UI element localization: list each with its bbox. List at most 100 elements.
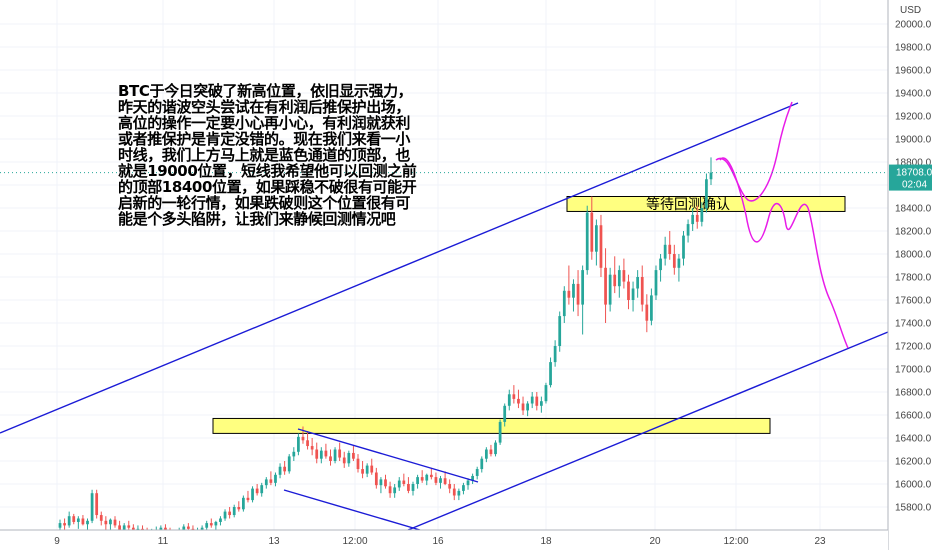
zone-1 bbox=[212, 417, 771, 434]
candle-body-66 bbox=[361, 469, 364, 474]
candle-body-138 bbox=[691, 214, 695, 225]
candle-body-85 bbox=[448, 484, 452, 489]
candle-body-123 bbox=[622, 270, 626, 282]
candle-body-47 bbox=[274, 474, 277, 483]
candle-body-46 bbox=[269, 479, 273, 483]
candle-body-50 bbox=[287, 456, 291, 472]
price-axis[interactable]: USD 15800.0 16000.0 16200.0 16400.0 16600.0 16… bbox=[887, 0, 932, 550]
candle-body-8 bbox=[95, 493, 99, 516]
trend-drawings bbox=[0, 101, 889, 531]
candle-body-28 bbox=[186, 526, 190, 529]
candle-body-119 bbox=[604, 267, 607, 305]
candle-body-65 bbox=[356, 458, 360, 470]
candle-body-87 bbox=[457, 490, 461, 496]
candle-body-137 bbox=[686, 224, 690, 236]
candle-body-56 bbox=[315, 449, 319, 459]
candle-body-9 bbox=[99, 515, 103, 521]
candle-body-74 bbox=[397, 480, 401, 488]
candle-body-15 bbox=[127, 525, 131, 528]
candle-body-73 bbox=[393, 487, 397, 494]
candle-body-33 bbox=[209, 523, 213, 526]
price-tick-label-13: 18400.0 bbox=[895, 204, 932, 215]
candle-body-136 bbox=[682, 235, 685, 259]
candle-body-36 bbox=[223, 511, 227, 519]
candle-body-114 bbox=[581, 270, 585, 305]
price-tick-label-6: 17000.0 bbox=[895, 365, 932, 376]
candle-body-117 bbox=[595, 225, 598, 252]
channel-top-line bbox=[0, 102, 799, 434]
candle-body-6 bbox=[86, 520, 89, 525]
candle-body-131 bbox=[659, 258, 662, 271]
candle-body-83 bbox=[439, 478, 442, 483]
candle-body-53 bbox=[301, 436, 305, 441]
candle-body-80 bbox=[425, 474, 429, 481]
candle-body-141 bbox=[705, 179, 708, 208]
candle-body-13 bbox=[118, 525, 121, 530]
time-axis-bg bbox=[0, 530, 888, 550]
candle-body-108 bbox=[553, 346, 557, 363]
time-tick-label-6: 20 bbox=[649, 536, 661, 547]
candle-body-43 bbox=[255, 488, 259, 494]
price-tick-label-9: 17600.0 bbox=[895, 296, 932, 307]
candle-body-4 bbox=[76, 518, 80, 522]
candle-body-22 bbox=[159, 527, 163, 530]
candle-body-45 bbox=[264, 479, 268, 486]
time-axis[interactable]: 9 11 13 12:00 16 18 20 12:00 23 bbox=[0, 529, 888, 550]
wedge-upper-line bbox=[297, 428, 479, 483]
grid bbox=[0, 0, 888, 530]
candle-body-129 bbox=[650, 295, 653, 321]
candle-body-133 bbox=[668, 244, 672, 254]
candle-body-59 bbox=[329, 456, 332, 461]
candle-body-113 bbox=[576, 283, 580, 305]
candle-body-38 bbox=[232, 507, 236, 516]
candle-body-86 bbox=[452, 488, 456, 496]
price-tick-label-10: 17800.0 bbox=[895, 273, 932, 284]
candle-body-0 bbox=[58, 523, 62, 528]
candle-body-84 bbox=[443, 478, 447, 484]
time-tick-label-3: 12:00 bbox=[342, 536, 367, 547]
candle-body-69 bbox=[374, 472, 378, 486]
candle-body-35 bbox=[219, 518, 222, 522]
time-tick-label-0: 9 bbox=[54, 536, 60, 547]
projection-up-path bbox=[715, 101, 793, 202]
candle-body-39 bbox=[237, 507, 241, 510]
candle-body-67 bbox=[365, 465, 369, 474]
candle-body-62 bbox=[342, 457, 346, 464]
time-tick-label-8: 23 bbox=[814, 536, 826, 547]
candle-body-3 bbox=[72, 516, 76, 522]
candle-body-126 bbox=[636, 277, 640, 289]
price-tick-label-4: 16600.0 bbox=[895, 411, 932, 422]
candle-body-79 bbox=[420, 477, 424, 481]
zone-label-0: 等待回测确认 bbox=[646, 196, 730, 213]
price-tick-label-8: 17400.0 bbox=[895, 319, 932, 330]
time-tick-label-4: 16 bbox=[432, 536, 444, 547]
price-tick-label-19: 19600.0 bbox=[895, 66, 932, 77]
candle-body-120 bbox=[608, 274, 612, 305]
candle-body-10 bbox=[104, 520, 108, 525]
countdown-label: 02:04 bbox=[902, 180, 927, 191]
candle-body-48 bbox=[278, 466, 282, 475]
candle-body-81 bbox=[429, 474, 433, 478]
current-price-label: 18708.0 bbox=[896, 168, 932, 179]
price-tick-label-0: 15800.0 bbox=[895, 503, 932, 514]
candle-body-142 bbox=[709, 172, 713, 180]
candle-body-2 bbox=[67, 516, 71, 526]
price-tick-label-18: 19400.0 bbox=[895, 89, 932, 100]
candle-body-110 bbox=[562, 290, 566, 317]
candle-body-101 bbox=[521, 403, 525, 411]
wedge-lower-line bbox=[283, 489, 421, 531]
candle-body-27 bbox=[182, 526, 186, 530]
candle-body-40 bbox=[242, 497, 245, 510]
candle-body-104 bbox=[535, 396, 539, 406]
candle-body-112 bbox=[572, 283, 575, 298]
price-tick-label-15: 18800.0 bbox=[895, 158, 932, 169]
candle-body-82 bbox=[434, 477, 438, 483]
candle-body-99 bbox=[512, 394, 516, 399]
candle-body-121 bbox=[613, 274, 617, 287]
candle-body-76 bbox=[407, 484, 410, 491]
projection-down-path bbox=[719, 157, 849, 349]
candle-body-37 bbox=[228, 511, 232, 516]
candle-body-125 bbox=[631, 288, 635, 300]
